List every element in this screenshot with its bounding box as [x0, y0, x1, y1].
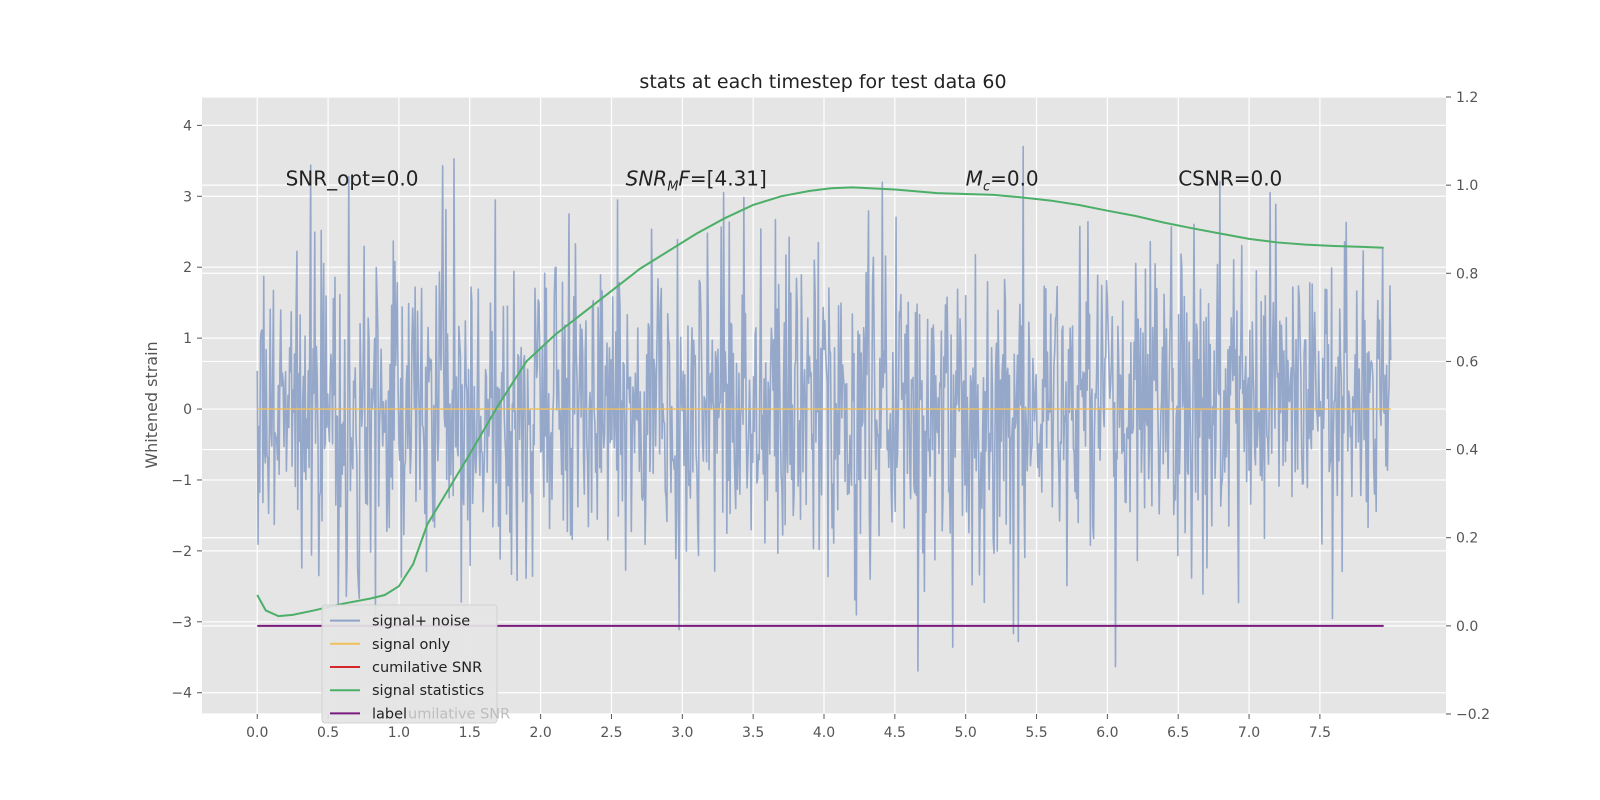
- y-tick-label: 0: [183, 402, 192, 418]
- y2-tick-label: 0.0: [1456, 619, 1478, 635]
- x-tick-label: 2.0: [529, 725, 551, 741]
- x-tick-label: 5.0: [955, 725, 977, 741]
- legend-label: signal+ noise: [372, 614, 470, 630]
- annotation-text: CSNR=0.0: [1178, 167, 1282, 191]
- y2-tick-label: 0.4: [1456, 443, 1478, 459]
- signal-plus-noise-line: [256, 145, 1392, 672]
- x-tick-label: 6.5: [1167, 725, 1189, 741]
- x-tick-label: 0.5: [317, 725, 339, 741]
- annotation-text: SNRMF=[4.31]: [626, 167, 767, 195]
- y-tick-label: −2: [171, 544, 192, 560]
- legend: umilative SNR signal+ noise signal only cum…: [321, 604, 510, 724]
- x-tick-label: 1.5: [459, 725, 481, 741]
- legend-label: signal statistics: [372, 683, 484, 699]
- y-tick-label: 2: [183, 260, 192, 276]
- y-axis-label: Whitened strain: [142, 341, 161, 468]
- legend-label: cumilative SNR: [372, 660, 482, 676]
- annotations: SNR_opt=0.0 SNRMF=[4.31] Mc=0.0 CSNR=0.0: [286, 167, 1283, 195]
- legend-label: signal only: [372, 637, 451, 653]
- legend-label: label: [372, 706, 407, 722]
- legend-ghost-text: umilative SNR: [408, 706, 510, 722]
- axis-ticks: 0.0 0.5 1.0 1.5 2.0 2.5 3.0 3.5 4.0 4.5 5.0 5.5 6.0 6…: [171, 90, 1490, 741]
- annotation-text: Mc=0.0: [966, 167, 1039, 195]
- legend-box: [321, 604, 498, 724]
- x-tick-label: 6.0: [1096, 725, 1118, 741]
- y-tick-label: −4: [171, 686, 192, 702]
- y-tick-label: 1: [183, 331, 192, 347]
- y2-tick-label: −0.2: [1456, 707, 1490, 723]
- x-tick-label: 1.0: [388, 725, 410, 741]
- x-tick-label: 2.5: [600, 725, 622, 741]
- x-tick-label: 3.0: [671, 725, 693, 741]
- signal-statistics-line: [256, 186, 1384, 618]
- y-tick-label: 4: [183, 118, 192, 134]
- y2-tick-label: 0.8: [1456, 266, 1478, 282]
- y2-tick-label: 0.6: [1456, 354, 1478, 370]
- y2-tick-label: 1.2: [1456, 90, 1478, 106]
- y-tick-label: −1: [171, 473, 192, 489]
- chart-title: stats at each timestep for test data 60: [639, 71, 1006, 93]
- y-tick-label: 3: [183, 189, 192, 205]
- x-tick-label: 5.5: [1025, 725, 1047, 741]
- x-tick-label: 0.0: [246, 725, 268, 741]
- annotation-text: SNR_opt=0.0: [286, 167, 419, 191]
- signal-plus-noise-series: [256, 145, 1392, 672]
- y2-tick-label: 1.0: [1456, 178, 1478, 194]
- x-tick-label: 7.5: [1309, 725, 1331, 741]
- y-tick-label: −3: [171, 615, 192, 631]
- x-tick-label: 4.5: [884, 725, 906, 741]
- x-tick-label: 4.0: [813, 725, 835, 741]
- x-tick-label: 3.5: [742, 725, 764, 741]
- x-tick-label: 7.0: [1238, 725, 1260, 741]
- y2-tick-label: 0.2: [1456, 531, 1478, 547]
